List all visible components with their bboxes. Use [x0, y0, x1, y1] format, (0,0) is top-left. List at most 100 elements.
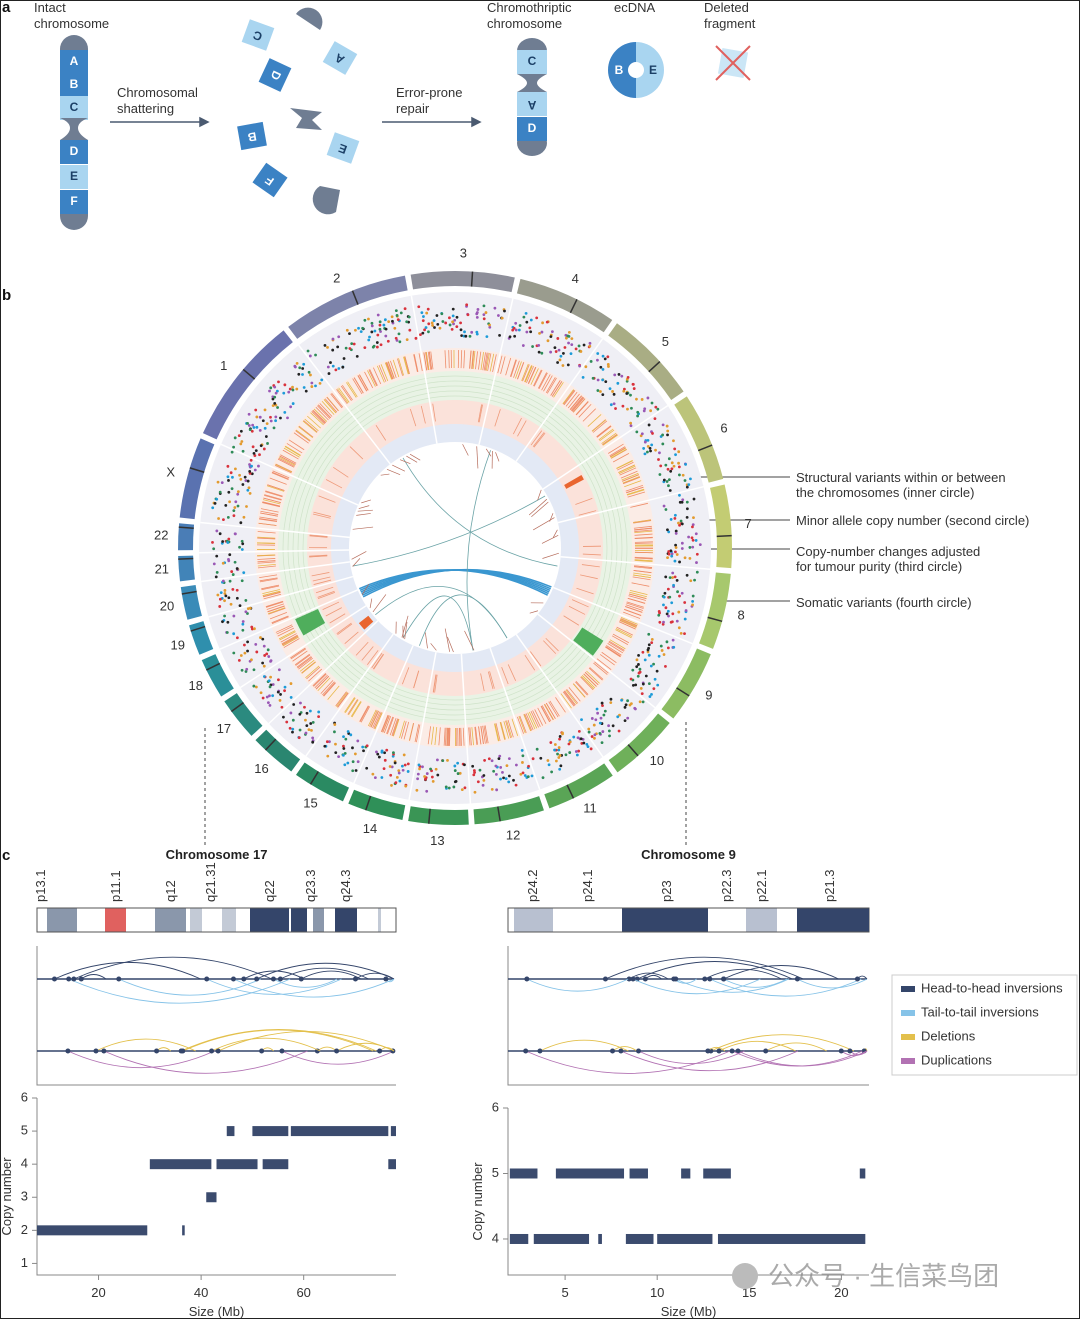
variant-dot — [447, 786, 451, 790]
cn-line — [353, 377, 364, 394]
minor-line — [312, 576, 331, 582]
variant-dot — [230, 450, 234, 454]
variant-dot — [420, 311, 424, 315]
cn-line — [616, 460, 633, 469]
minor-line — [571, 599, 589, 608]
cn-line — [260, 512, 278, 517]
minor-line — [401, 667, 410, 685]
variant-dot — [611, 724, 615, 728]
minor-line — [582, 553, 601, 556]
variant-dot — [283, 689, 286, 693]
variant-dot — [243, 475, 247, 479]
variant-dot — [606, 355, 610, 359]
variant-dot — [582, 343, 586, 347]
variant-dot — [248, 470, 252, 473]
variant-dot — [652, 662, 655, 666]
variant-dot — [694, 532, 698, 536]
variant-dot — [612, 392, 616, 396]
variant-dot — [688, 546, 692, 549]
cn-line — [282, 636, 299, 647]
variant-dot — [354, 328, 357, 332]
fragment-block — [326, 132, 360, 164]
minor-line — [309, 554, 328, 557]
chromosome-label: 4 — [572, 271, 579, 286]
variant-dot — [258, 415, 262, 419]
variant-dot — [495, 788, 499, 792]
minor-line — [477, 404, 482, 423]
cn-line — [370, 710, 379, 728]
ecdna-half — [636, 42, 664, 98]
cn-line — [627, 598, 646, 604]
variant-dot — [596, 711, 600, 715]
variant-dot — [453, 769, 457, 772]
variant-dot — [694, 539, 698, 542]
variant-dot — [232, 651, 236, 655]
cn-line — [634, 559, 653, 563]
cn-line — [475, 351, 478, 370]
sector-divider — [353, 645, 414, 784]
cn-line — [295, 654, 311, 666]
variant-dot — [255, 650, 259, 654]
minor-line — [568, 605, 586, 615]
sv-node — [630, 976, 636, 982]
variant-dot — [540, 351, 544, 355]
cn-line — [593, 662, 608, 675]
variant-dot — [389, 773, 393, 777]
variant-dot — [288, 726, 292, 730]
cn-line — [505, 357, 512, 376]
centromere-tick — [178, 557, 194, 560]
caption: shattering — [117, 101, 174, 116]
track-ring — [302, 395, 608, 701]
minor-line — [489, 671, 495, 689]
variant-dot — [537, 344, 541, 347]
cn-line — [612, 633, 630, 644]
variant-dot — [254, 642, 258, 646]
variant-dot — [499, 766, 503, 769]
variant-dot — [262, 664, 266, 668]
variant-dot — [398, 340, 402, 344]
variant-dot — [291, 402, 295, 405]
minor-line — [344, 631, 359, 645]
variant-dot — [529, 318, 533, 322]
sv-node — [93, 1048, 99, 1054]
variant-dot — [362, 749, 365, 753]
cn-line — [562, 691, 575, 707]
cn-line — [265, 490, 283, 497]
cn-line — [587, 414, 602, 427]
cn-line — [586, 670, 600, 684]
variant-dot — [253, 627, 256, 631]
sv-arc — [731, 1050, 863, 1067]
panel-label: c — [2, 847, 10, 864]
cn-line — [634, 557, 653, 560]
variant-dot — [308, 354, 312, 358]
cn-segment — [37, 1225, 148, 1236]
variant-dot — [665, 640, 669, 644]
variant-dot — [643, 440, 647, 444]
variant-dot — [617, 373, 621, 376]
variant-dot — [678, 594, 681, 598]
variant-dot — [373, 776, 377, 780]
variant-dot — [670, 554, 674, 558]
variant-dot — [227, 479, 230, 482]
variant-dot — [670, 467, 674, 471]
fragment-block — [252, 162, 288, 198]
variant-dot — [603, 709, 607, 713]
centromere — [517, 74, 547, 92]
variant-dot — [402, 753, 406, 757]
cn-line — [257, 561, 276, 564]
chromosome-label: 19 — [171, 637, 185, 652]
variant-dot — [343, 763, 347, 767]
variant-dot — [450, 327, 454, 331]
variant-dot — [633, 706, 637, 710]
variant-dot — [501, 770, 504, 774]
variant-dot — [644, 674, 648, 678]
variant-dot — [248, 463, 251, 466]
chromosome-label: 20 — [160, 598, 174, 613]
cn-line — [298, 426, 313, 439]
variant-dot — [267, 679, 271, 683]
variant-dot — [268, 694, 271, 698]
variant-dot — [224, 594, 228, 598]
cn-line — [299, 659, 315, 672]
variant-dot — [677, 465, 681, 469]
minor-line — [355, 641, 369, 656]
